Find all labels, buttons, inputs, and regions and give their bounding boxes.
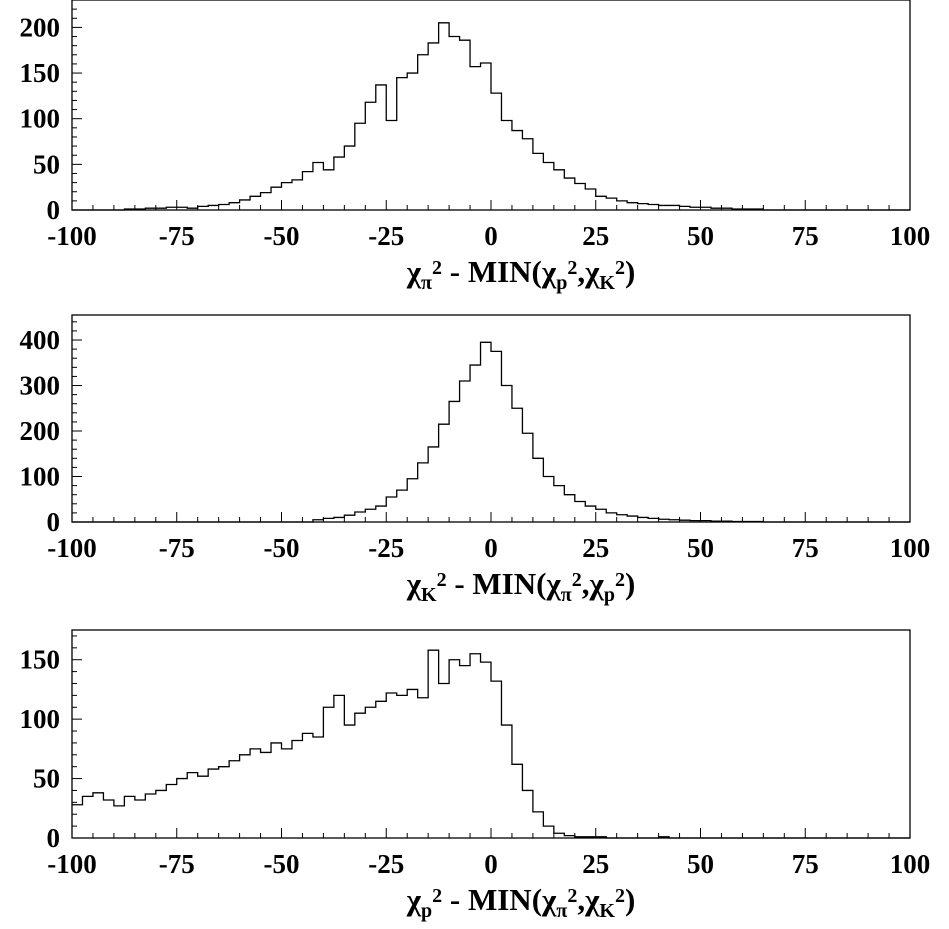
- histogram-panel-2: -100 -75 -50 -25 0 25 50 75 100 0 100 200 300 400 χK2 …: [20, 314, 931, 606]
- x-tick-label: -50: [264, 849, 300, 879]
- x-tick-label: -100: [47, 533, 97, 563]
- y-tick-label: 0: [47, 507, 61, 537]
- x-tick-label: -75: [159, 533, 195, 563]
- histogram-series: [72, 341, 910, 523]
- x-tick-label: 100: [890, 849, 931, 879]
- y-tick-label: 50: [33, 149, 60, 179]
- x-tick-label: 0: [484, 221, 498, 251]
- y-tick-label: 150: [20, 58, 61, 88]
- histogram-panel-1: -100 -75 -50 -25 0 25 50 75 100 0 50 100 150 200 χπ2 -…: [20, 0, 931, 294]
- x-tick-label: 25: [582, 533, 609, 563]
- x-axis-title: χK2 - MIN(χπ2,χp2): [406, 566, 636, 606]
- x-tick-label: 50: [687, 533, 714, 563]
- x-tick-label: 75: [792, 533, 819, 563]
- x-axis-title: χp2 - MIN(χπ2,χK2): [406, 882, 636, 922]
- y-tick-label: 200: [20, 416, 61, 446]
- x-tick-label: 0: [484, 533, 498, 563]
- x-tick-label: 75: [792, 221, 819, 251]
- y-tick-label: 100: [20, 462, 61, 492]
- histogram-panel-3: -100 -75 -50 -25 0 25 50 75 100 0 50 100 150 χp2 - MI…: [20, 629, 931, 922]
- x-tick-label: -75: [159, 849, 195, 879]
- x-tick-label: 100: [890, 221, 931, 251]
- y-tick-label: 50: [33, 764, 60, 794]
- x-tick-label: 25: [582, 849, 609, 879]
- y-tick-label: 0: [47, 823, 61, 853]
- y-tick-label: 100: [20, 704, 61, 734]
- x-tick-label: -25: [368, 849, 404, 879]
- x-tick-label: -100: [47, 849, 97, 879]
- x-tick-label: 25: [582, 221, 609, 251]
- x-tick-label: -25: [368, 533, 404, 563]
- x-tick-label: -25: [368, 221, 404, 251]
- y-tick-label: 100: [20, 104, 61, 134]
- x-tick-label: -50: [264, 221, 300, 251]
- y-tick-label: 150: [20, 645, 61, 675]
- y-tick-label: 200: [20, 12, 61, 42]
- x-tick-label: -75: [159, 221, 195, 251]
- x-tick-label: 50: [687, 849, 714, 879]
- histogram-series: [72, 649, 910, 839]
- y-tick-label: 300: [20, 371, 61, 401]
- x-tick-label: 0: [484, 849, 498, 879]
- x-tick-label: -50: [264, 533, 300, 563]
- x-tick-label: 75: [792, 849, 819, 879]
- plot-frame: [71, 0, 911, 211]
- x-tick-label: 100: [890, 533, 931, 563]
- y-tick-label: 400: [20, 325, 61, 355]
- x-tick-label: 50: [687, 221, 714, 251]
- x-axis-title: χπ2 - MIN(χp2,χK2): [406, 254, 636, 294]
- y-tick-label: 0: [47, 195, 61, 225]
- x-tick-label: -100: [47, 221, 97, 251]
- plot-frame: [71, 629, 911, 839]
- histogram-series: [72, 22, 910, 211]
